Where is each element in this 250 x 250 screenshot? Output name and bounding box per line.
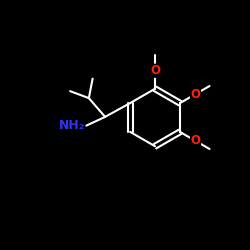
Text: O: O <box>190 88 200 101</box>
Text: O: O <box>190 134 200 147</box>
Text: NH₂: NH₂ <box>59 119 85 132</box>
Text: O: O <box>150 64 160 77</box>
